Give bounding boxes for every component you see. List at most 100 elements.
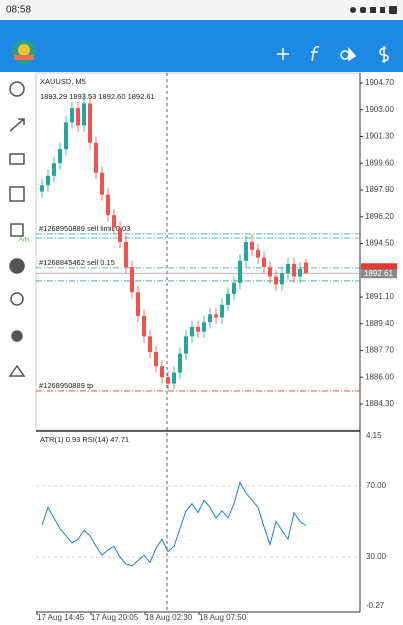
order-label: #1268950889 sell limit 0.03 bbox=[39, 224, 130, 233]
candle-body bbox=[166, 377, 170, 384]
candle-body bbox=[202, 322, 206, 332]
price-tick-label: 1891.10 bbox=[365, 292, 394, 301]
candle-body bbox=[274, 276, 278, 285]
candle-body bbox=[142, 315, 146, 337]
candle-body bbox=[160, 366, 164, 378]
candle-body bbox=[46, 175, 50, 186]
sidebar bbox=[0, 72, 34, 625]
community-icon[interactable] bbox=[10, 292, 24, 306]
candle-body bbox=[124, 241, 128, 268]
candle-body bbox=[136, 292, 140, 316]
bid-label: 1892.61 bbox=[364, 269, 393, 278]
indicators-button[interactable] bbox=[311, 46, 320, 62]
status-bar bbox=[0, 0, 403, 20]
candle-body bbox=[70, 108, 74, 123]
candle-body bbox=[238, 260, 242, 283]
time-label: 18 Aug 07:50 bbox=[199, 613, 247, 622]
toolbar-icons bbox=[277, 46, 389, 63]
objects-button[interactable] bbox=[340, 46, 357, 62]
candle-body bbox=[118, 227, 122, 242]
candle-body bbox=[64, 122, 68, 150]
sidebar-icons bbox=[8, 81, 26, 377]
candle-body bbox=[298, 268, 302, 277]
candle-body bbox=[94, 142, 98, 173]
candle-body bbox=[40, 185, 44, 192]
indicator-label: ATR(1) 0.93 RSI(14) 47.71 bbox=[40, 435, 129, 444]
candle-body bbox=[226, 293, 230, 305]
crosshair-button[interactable] bbox=[277, 48, 289, 60]
candle-body bbox=[232, 282, 236, 294]
candle-body bbox=[130, 267, 134, 293]
candle-body bbox=[52, 163, 56, 176]
candle-body bbox=[100, 172, 104, 195]
candle-body bbox=[172, 372, 176, 384]
trade-button[interactable] bbox=[379, 46, 389, 63]
rsi-tick-label: 70.00 bbox=[366, 481, 387, 490]
price-tick-label: 1899.60 bbox=[365, 158, 394, 167]
toolbar bbox=[0, 20, 403, 72]
trade-icon[interactable] bbox=[9, 118, 25, 132]
candle-body bbox=[250, 241, 254, 250]
candle-body bbox=[214, 314, 218, 318]
order-label: #1268845462 sell 0.15 bbox=[39, 258, 115, 267]
price-tick-label: 1904.70 bbox=[365, 78, 394, 87]
candle-body bbox=[76, 108, 80, 126]
candle-body bbox=[280, 273, 284, 285]
price-tick-label: 1901.30 bbox=[365, 132, 394, 141]
price-tick-label: 1894.50 bbox=[365, 239, 394, 248]
candle-body bbox=[256, 249, 260, 258]
price-tick-label: 1886.00 bbox=[365, 372, 394, 381]
price-tick-label: 1887.70 bbox=[365, 346, 394, 355]
candle-body bbox=[184, 336, 188, 354]
price-tick-label: 1897.90 bbox=[365, 185, 394, 194]
candle-body bbox=[88, 103, 92, 143]
account-icon[interactable] bbox=[9, 81, 25, 97]
candle-body bbox=[262, 257, 266, 268]
status-icons bbox=[350, 6, 397, 14]
ads-label: Ads bbox=[19, 238, 29, 244]
candle-body bbox=[286, 263, 290, 274]
clock: 08:58 bbox=[6, 5, 31, 16]
atr-tick-label: 4.15 bbox=[366, 431, 382, 440]
price-tick-label: 1884.30 bbox=[365, 399, 394, 408]
mail-icon[interactable] bbox=[9, 153, 25, 165]
plot: 1904.70 1903.00 1901.30 1899.60 1897.90 1896.… bbox=[36, 78, 397, 622]
price-tick-label: 1889.40 bbox=[365, 319, 394, 328]
atr-tick-label: -0.27 bbox=[366, 601, 385, 610]
candle-body bbox=[82, 103, 86, 126]
chat-icon[interactable] bbox=[9, 258, 25, 274]
ads-icon[interactable] bbox=[10, 223, 24, 237]
candle-body bbox=[196, 326, 200, 332]
candle-body bbox=[304, 262, 308, 274]
candle-body bbox=[220, 304, 224, 318]
bid-box bbox=[361, 269, 397, 279]
candle-body bbox=[268, 267, 272, 277]
time-label: 17 Aug 20:05 bbox=[91, 613, 139, 622]
candle-body bbox=[112, 215, 116, 228]
settings-icon[interactable] bbox=[11, 330, 23, 342]
rsi-line bbox=[41, 481, 307, 567]
price-tick-label: 1903.00 bbox=[365, 105, 394, 114]
candle-body bbox=[190, 326, 194, 337]
candle-body bbox=[208, 314, 212, 323]
order-label: #1268950889 tp bbox=[39, 381, 93, 390]
candle-body bbox=[58, 149, 62, 164]
candle-body bbox=[154, 352, 158, 367]
candle-body bbox=[292, 263, 296, 277]
ask-box bbox=[361, 263, 397, 271]
candle-body bbox=[178, 353, 182, 373]
time-label: 17 Aug 14:45 bbox=[37, 613, 85, 622]
symbol-label: XAUUSD, M5 bbox=[40, 77, 86, 86]
news-icon[interactable] bbox=[9, 186, 25, 202]
signals-icon[interactable] bbox=[8, 364, 26, 377]
candle-body bbox=[106, 194, 110, 216]
price-tick-label: 1896.20 bbox=[365, 212, 394, 221]
price-panel bbox=[35, 72, 361, 431]
candle-body bbox=[244, 241, 248, 261]
candle-body bbox=[148, 336, 152, 353]
time-label: 18 Aug 02:30 bbox=[145, 613, 193, 622]
app-logo[interactable] bbox=[12, 40, 36, 64]
